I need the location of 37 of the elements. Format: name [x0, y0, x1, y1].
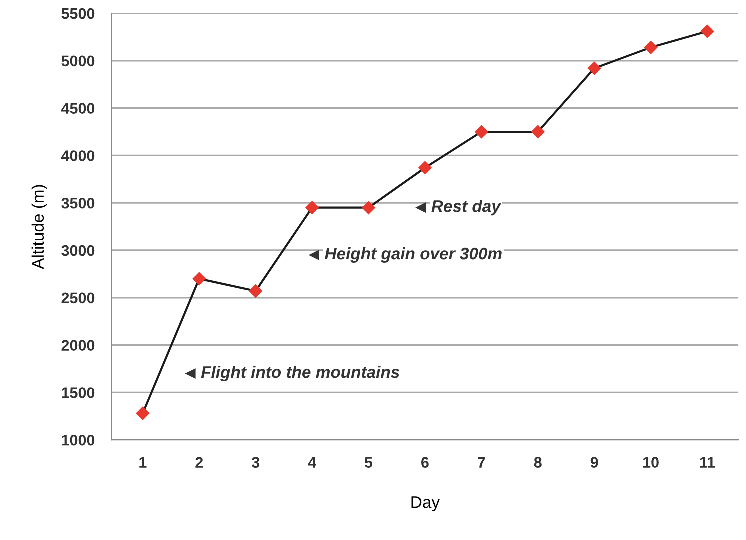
- annotation: Height gain over 300m: [325, 247, 502, 264]
- point: [249, 284, 262, 298]
- y-tick-label: 4000: [61, 150, 95, 162]
- annotation: Flight into the mountains: [201, 366, 400, 382]
- y-tick-label: 3500: [62, 198, 95, 209]
- x-tick-label: 10: [644, 457, 659, 468]
- y-tick-label: 1500: [62, 388, 95, 398]
- point: [418, 161, 432, 175]
- point: [475, 125, 488, 139]
- point: [192, 272, 206, 286]
- x-tick-label: 4: [308, 457, 316, 468]
- point: [532, 125, 545, 139]
- y-tick-label: 2500: [62, 292, 95, 304]
- x-tick-label: 1: [140, 457, 147, 468]
- y-tick-label: 2000: [62, 340, 95, 351]
- x-tick-label: 3: [252, 457, 260, 468]
- y-tick-label: 3000: [62, 245, 95, 256]
- point: [362, 201, 376, 214]
- point: [136, 406, 150, 420]
- y-tick-label: 5000: [62, 56, 95, 67]
- point: [588, 62, 602, 76]
- x-axis-title: Day: [412, 496, 440, 512]
- x-tick-label: 9: [590, 457, 598, 468]
- annotation: Rest day: [432, 200, 502, 216]
- x-tick-label: 6: [422, 457, 429, 468]
- x-tick-label: 8: [534, 457, 542, 468]
- y-axis-title: Altitude (m): [32, 185, 48, 270]
- point: [306, 201, 319, 214]
- point: [700, 24, 714, 38]
- y-tick-label: 5500: [62, 8, 95, 20]
- y-tick-label: 1000: [62, 434, 95, 446]
- x-tick-label: 11: [700, 457, 716, 468]
- y-tick-label: 4500: [61, 103, 95, 114]
- x-tick-label: 7: [478, 457, 486, 468]
- x-tick-label: 2: [196, 457, 204, 468]
- point: [644, 41, 658, 54]
- x-tick-label: 5: [364, 457, 373, 468]
